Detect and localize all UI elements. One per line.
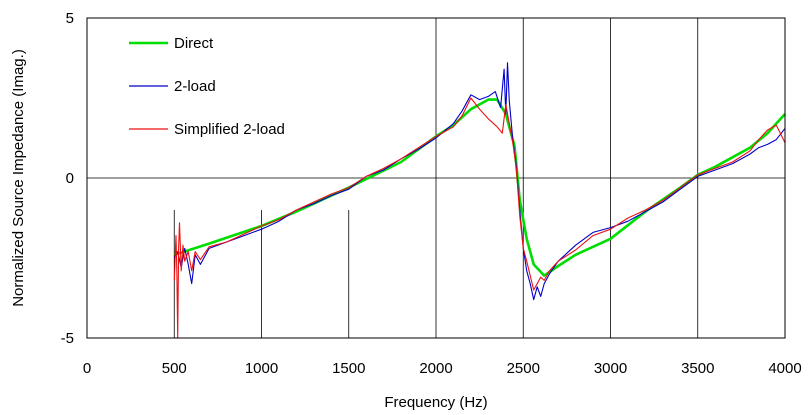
x-tick-label: 2000 (419, 360, 452, 377)
legend-label: Simplified 2-load (174, 121, 285, 138)
legend-label: 2-load (174, 78, 216, 95)
x-tick-label: 4000 (768, 360, 801, 377)
x-tick-label: 1500 (332, 360, 365, 377)
x-tick-label: 3000 (594, 360, 627, 377)
y-tick-labels: -5 0 5 (61, 10, 74, 347)
y-tick-label: 0 (66, 170, 74, 187)
grid-lines (87, 18, 785, 338)
x-tick-label: 0 (83, 360, 91, 377)
plot-series (173, 62, 786, 339)
x-axis-title: Frequency (Hz) (384, 394, 487, 411)
series-line-2-load (173, 62, 786, 301)
x-tick-label: 2500 (507, 360, 540, 377)
y-axis-title: Normalized Source Impedance (Imag.) (10, 49, 27, 307)
legend: Direct 2-load Simplified 2-load (129, 35, 285, 138)
y-tick-label: -5 (61, 330, 74, 347)
legend-label: Direct (174, 35, 214, 52)
y-tick-label: 5 (66, 10, 74, 27)
x-tick-labels: 0 500 1000 1500 2000 2500 3000 3500 4000 (83, 360, 802, 377)
x-tick-label: 500 (162, 360, 187, 377)
plot-frame (86, 17, 786, 339)
series-line-simplified-2-load (173, 97, 786, 339)
x-tick-label: 3500 (681, 360, 714, 377)
x-tick-label: 1000 (245, 360, 278, 377)
